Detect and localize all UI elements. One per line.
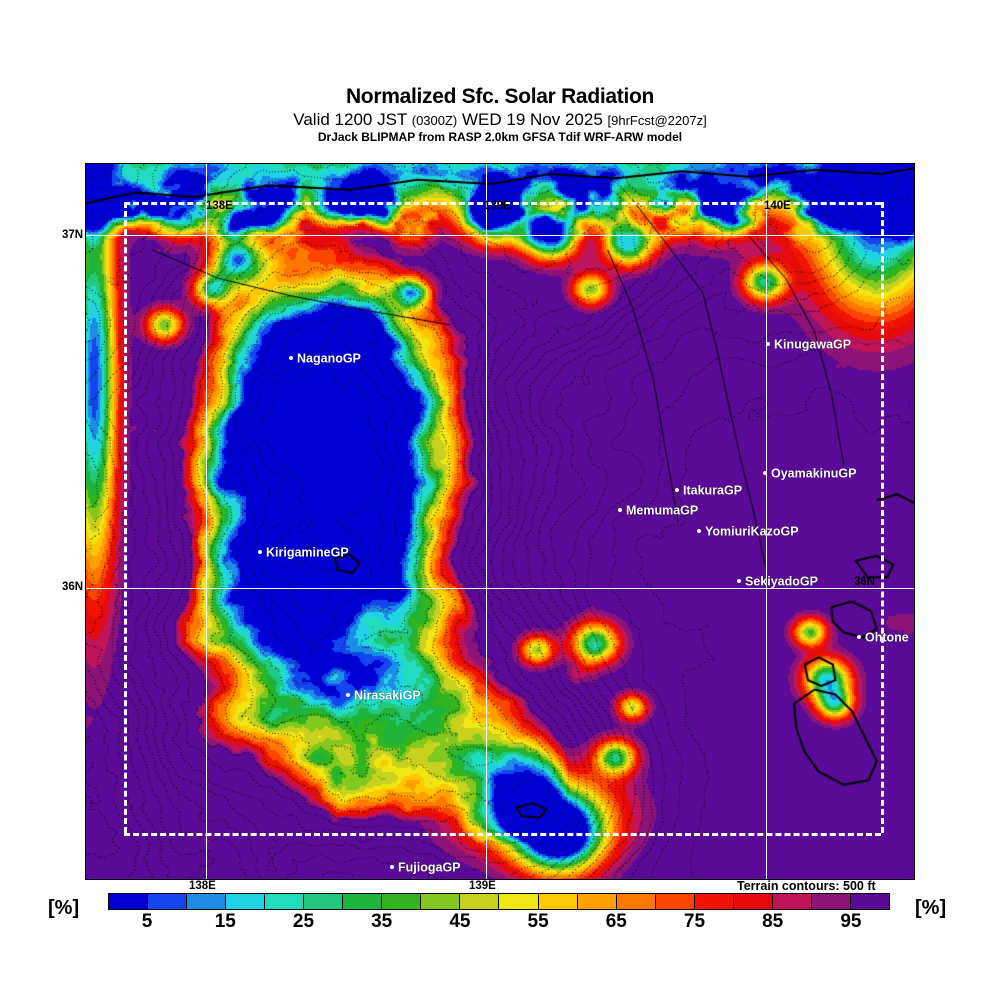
valid-prefix: Valid 1200 JST bbox=[293, 110, 407, 129]
colorbar-swatch bbox=[537, 894, 577, 909]
station-label: NaganoGP bbox=[297, 351, 361, 366]
valid-date: WED 19 Nov 2025 bbox=[462, 110, 603, 129]
colorbar-tick: 45 bbox=[449, 911, 471, 932]
colorbar-tick: 5 bbox=[141, 911, 153, 932]
graticule-lat-36 bbox=[86, 588, 914, 589]
colorbar-swatch bbox=[849, 894, 889, 909]
domain-box-bottom bbox=[124, 833, 881, 836]
colorbar-swatch bbox=[459, 894, 499, 909]
colorbar-tick: 25 bbox=[292, 911, 315, 932]
station-marker[interactable]: NaganoGP bbox=[289, 352, 361, 365]
map-label-lon-139: 139E bbox=[484, 200, 511, 212]
station-marker[interactable]: FujiogaGP bbox=[390, 861, 461, 874]
station-marker[interactable]: YomiuriKazoGP bbox=[697, 525, 799, 538]
colorbar-swatch bbox=[109, 894, 148, 909]
station-dot-icon bbox=[346, 693, 350, 698]
colorbar-swatch bbox=[615, 894, 655, 909]
colorbar-tick: 55 bbox=[527, 911, 549, 932]
map-label-lat-36-right: 36N bbox=[854, 576, 876, 588]
colorbar-swatch bbox=[342, 894, 382, 909]
station-dot-icon bbox=[857, 635, 861, 640]
graticule-lon-139 bbox=[486, 164, 487, 879]
station-label: Ohtone bbox=[865, 630, 909, 645]
colorbar-swatch bbox=[147, 894, 187, 909]
map-label-lon-138: 138E bbox=[206, 200, 233, 212]
colorbar-unit-left: [%] bbox=[48, 897, 80, 919]
colorbar-swatch bbox=[264, 894, 304, 909]
domain-box-top bbox=[124, 202, 881, 205]
map-panel[interactable]: 138E 139E 140E 36N NaganoGP KinugawaGP O… bbox=[85, 163, 915, 880]
colorbar-tick-labels: 5 15 25 35 45 55 65 75 85 95 bbox=[108, 911, 890, 935]
colorbar-swatch bbox=[420, 894, 460, 909]
colorbar-swatch bbox=[693, 894, 733, 909]
axis-label-lat-36-left: 36N bbox=[62, 581, 84, 593]
model-attribution: DrJack BLIPMAP from RASP 2.0km GFSA Tdif… bbox=[317, 130, 683, 144]
colorbar-swatch bbox=[576, 894, 616, 909]
station-dot-icon bbox=[737, 579, 741, 584]
map-label-lon-140: 140E bbox=[764, 200, 791, 212]
colorbar-tick: 75 bbox=[683, 911, 706, 932]
station-label: OyamakinuGP bbox=[771, 466, 857, 481]
station-marker[interactable]: KirigamineGP bbox=[258, 546, 349, 559]
station-dot-icon bbox=[258, 550, 262, 555]
forecast-tag: [9hrFcst@2207z] bbox=[607, 113, 707, 128]
colorbar-swatch bbox=[732, 894, 772, 909]
station-marker[interactable]: Ohtone bbox=[857, 631, 909, 644]
station-marker[interactable]: SekiyadoGP bbox=[737, 575, 818, 588]
axis-label-lon-138-bottom: 138E bbox=[189, 880, 216, 892]
station-marker[interactable]: OyamakinuGP bbox=[763, 467, 856, 480]
station-label: YomiuriKazoGP bbox=[705, 524, 799, 539]
station-marker[interactable]: NirasakiGP bbox=[346, 689, 421, 702]
terrain-contour-note: Terrain contours: 500 ft bbox=[737, 879, 876, 893]
valid-time-line: Valid 1200 JST (0300Z) WED 19 Nov 2025 [… bbox=[0, 111, 1000, 128]
station-label: NirasakiGP bbox=[354, 688, 421, 703]
colorbar-swatch bbox=[771, 894, 811, 909]
station-dot-icon bbox=[289, 356, 293, 361]
colorbar[interactable] bbox=[108, 893, 890, 910]
colorbar-tick: 85 bbox=[762, 911, 784, 932]
station-label: KirigamineGP bbox=[266, 545, 349, 560]
colorbar-tick: 15 bbox=[214, 911, 236, 932]
station-marker[interactable]: KinugawaGP bbox=[766, 338, 851, 351]
colorbar-swatch bbox=[810, 894, 850, 909]
station-marker[interactable]: MemumaGP bbox=[618, 504, 698, 517]
graticule-lon-138 bbox=[206, 164, 207, 879]
axis-label-lon-139-bottom: 139E bbox=[469, 880, 496, 892]
station-dot-icon bbox=[390, 865, 394, 870]
station-dot-icon bbox=[675, 488, 679, 493]
chart-header: Normalized Sfc. Solar Radiation Valid 12… bbox=[0, 86, 1000, 143]
station-dot-icon bbox=[766, 342, 770, 347]
station-label: FujiogaGP bbox=[398, 860, 461, 875]
colorbar-tick: 35 bbox=[371, 911, 393, 932]
colorbar-swatch bbox=[498, 894, 538, 909]
station-label: KinugawaGP bbox=[774, 337, 852, 352]
domain-box-right bbox=[881, 202, 884, 833]
colorbar-swatch bbox=[186, 894, 226, 909]
colorbar-swatch bbox=[303, 894, 343, 909]
station-dot-icon bbox=[763, 471, 767, 476]
station-dot-icon bbox=[697, 529, 701, 534]
colorbar-tick: 65 bbox=[605, 911, 627, 932]
axis-label-lat-37: 37N bbox=[62, 229, 84, 241]
colorbar-tick: 95 bbox=[840, 911, 862, 932]
station-label: ItakuraGP bbox=[683, 483, 743, 498]
page-title: Normalized Sfc. Solar Radiation bbox=[345, 85, 655, 108]
station-label: SekiyadoGP bbox=[745, 574, 818, 589]
station-marker[interactable]: ItakuraGP bbox=[675, 484, 742, 497]
domain-box-left bbox=[124, 202, 127, 833]
colorbar-swatch bbox=[654, 894, 694, 909]
solar-radiation-raster bbox=[86, 164, 914, 879]
station-label: MemumaGP bbox=[626, 503, 699, 518]
colorbar-swatch bbox=[225, 894, 265, 909]
valid-zulu: (0300Z) bbox=[411, 113, 458, 128]
graticule-lon-140 bbox=[766, 164, 767, 879]
graticule-lat-37 bbox=[86, 235, 914, 236]
station-dot-icon bbox=[618, 508, 622, 513]
colorbar-unit-right: [%] bbox=[915, 897, 947, 919]
colorbar-swatch bbox=[381, 894, 421, 909]
